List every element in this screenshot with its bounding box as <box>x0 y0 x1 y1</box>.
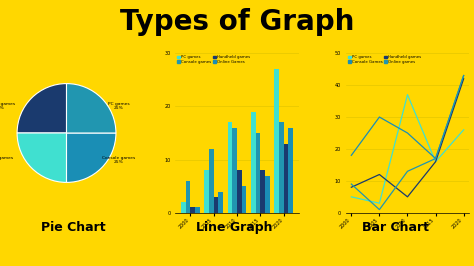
Wedge shape <box>17 133 66 182</box>
Bar <box>195 207 200 213</box>
Bar <box>204 170 209 213</box>
Bar <box>181 202 185 213</box>
Wedge shape <box>66 133 116 182</box>
Text: PC games
25%: PC games 25% <box>108 102 129 110</box>
Text: Console games
25%: Console games 25% <box>102 156 135 164</box>
Bar <box>289 128 293 213</box>
Legend: PC games, Console games, Handheld games, Online Games: PC games, Console games, Handheld games,… <box>177 55 250 64</box>
Bar <box>185 181 190 213</box>
Bar <box>284 144 289 213</box>
Bar <box>232 128 237 213</box>
Text: Types of Graph: Types of Graph <box>120 8 354 36</box>
Bar <box>274 69 279 213</box>
Bar <box>265 176 270 213</box>
Bar <box>228 122 232 213</box>
Bar <box>255 133 260 213</box>
Bar <box>260 170 265 213</box>
Bar <box>219 192 223 213</box>
Wedge shape <box>66 84 116 133</box>
Bar <box>190 207 195 213</box>
Bar <box>242 186 246 213</box>
Wedge shape <box>17 84 66 133</box>
Bar <box>279 122 284 213</box>
Bar <box>237 170 242 213</box>
Text: Line Graph: Line Graph <box>196 221 273 234</box>
Text: Bar Chart: Bar Chart <box>362 221 429 234</box>
Legend: PC games, Console Games, Handheld games, Online games: PC games, Console Games, Handheld games,… <box>347 55 421 64</box>
Bar <box>251 112 255 213</box>
Text: Online games
25%: Online games 25% <box>0 102 15 110</box>
Bar <box>214 197 219 213</box>
Bar <box>209 149 214 213</box>
Text: Handheld games
25%: Handheld games 25% <box>0 156 13 164</box>
Text: Pie Chart: Pie Chart <box>41 221 106 234</box>
